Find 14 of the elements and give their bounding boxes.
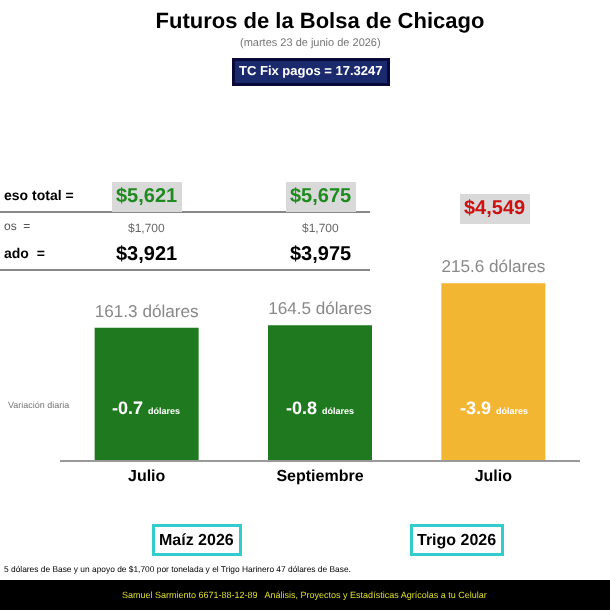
text: $3,921 (116, 244, 179, 266)
text: $5,621 (116, 186, 179, 208)
x-tick-label: Septiembre (276, 467, 365, 486)
data-label: 161.3 dólares (94, 300, 199, 321)
text: $4,549 (464, 198, 527, 220)
data-label: 215.6 dólares (441, 256, 546, 277)
x-tick-label: Julio (127, 467, 166, 486)
text: Maíz 2026 (159, 531, 235, 549)
data-label: 164.5 dólares (268, 298, 372, 319)
text: $3,975 (290, 244, 353, 266)
text: Trigo 2026 (417, 531, 498, 549)
text: $5,675 (290, 186, 353, 208)
x-tick-label: Julio (474, 467, 513, 486)
chart-title: Futuros de la Bolsa de Chicago (155, 9, 485, 34)
